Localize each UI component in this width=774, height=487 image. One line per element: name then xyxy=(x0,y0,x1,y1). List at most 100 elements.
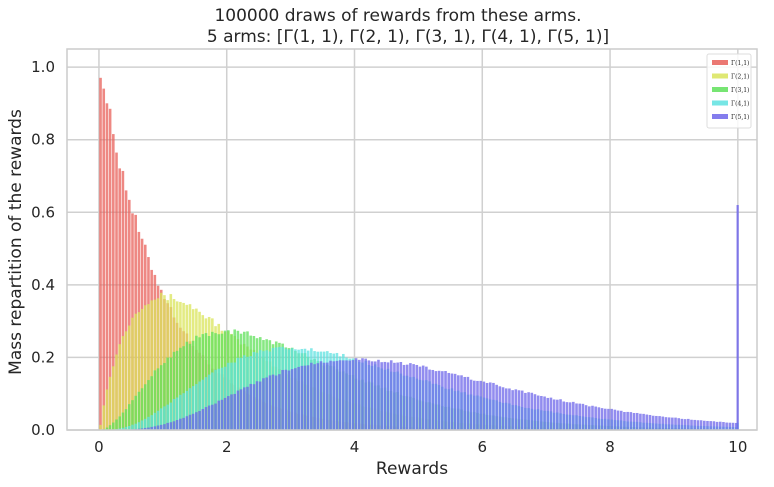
bar xyxy=(651,415,655,430)
bar xyxy=(217,400,221,430)
bar xyxy=(134,395,137,430)
bar xyxy=(159,408,163,430)
bar xyxy=(632,412,636,430)
bar xyxy=(594,406,597,430)
bar xyxy=(386,362,390,430)
bar xyxy=(156,410,160,430)
bar xyxy=(220,399,224,430)
bar xyxy=(112,366,115,430)
bar xyxy=(230,394,233,430)
bar xyxy=(204,407,208,430)
bar xyxy=(626,411,629,430)
bar xyxy=(335,360,339,430)
legend-box xyxy=(706,53,752,129)
bar xyxy=(450,373,454,430)
bar xyxy=(568,402,572,430)
bar xyxy=(102,88,106,431)
chart-title: 100000 draws of rewards from these arms. xyxy=(214,6,581,26)
bar xyxy=(108,425,112,430)
y-tick-label: 0.4 xyxy=(31,276,55,294)
bar xyxy=(255,381,259,430)
bar xyxy=(504,388,508,430)
bar xyxy=(153,299,157,430)
bar xyxy=(287,370,291,430)
bar xyxy=(396,362,399,430)
legend-swatch xyxy=(712,60,728,65)
plot-frame-layer xyxy=(66,48,758,431)
bar xyxy=(616,410,620,430)
bar xyxy=(722,422,725,430)
bar xyxy=(431,369,435,430)
bar xyxy=(236,390,240,430)
bar xyxy=(409,363,412,430)
bar xyxy=(709,421,712,430)
bar xyxy=(143,384,147,430)
bar xyxy=(664,417,668,430)
bar xyxy=(706,420,709,430)
bar xyxy=(533,394,537,430)
bar xyxy=(156,368,160,430)
y-axis-label: Mass repartition of the rewards xyxy=(6,109,26,375)
bar xyxy=(677,418,681,430)
bar xyxy=(437,370,441,430)
bar xyxy=(166,404,169,430)
bar xyxy=(150,415,153,430)
bar xyxy=(188,414,192,430)
bar xyxy=(163,362,166,430)
bar xyxy=(661,416,665,430)
bar xyxy=(166,422,169,430)
bar xyxy=(102,405,106,430)
bar xyxy=(281,369,284,430)
bar xyxy=(127,325,131,430)
bar xyxy=(179,347,182,430)
bar xyxy=(179,394,182,430)
bar xyxy=(683,419,687,430)
bar xyxy=(191,386,195,430)
bar xyxy=(642,413,645,430)
bar xyxy=(476,380,479,430)
bar xyxy=(556,399,559,430)
bar xyxy=(530,392,534,430)
bar xyxy=(124,331,128,430)
bar xyxy=(552,399,556,430)
x-tick-label: 2 xyxy=(222,438,232,456)
bar xyxy=(587,406,591,430)
bar xyxy=(131,400,134,430)
bar xyxy=(163,295,166,430)
bar xyxy=(163,424,166,430)
bar xyxy=(147,304,150,430)
bar xyxy=(105,103,109,430)
bar xyxy=(127,199,131,430)
legend-swatch xyxy=(712,87,728,92)
bar xyxy=(485,382,489,430)
x-tick-label: 10 xyxy=(728,438,747,456)
bar xyxy=(655,415,658,430)
bar xyxy=(565,402,569,430)
bar xyxy=(543,396,546,430)
bar xyxy=(405,364,409,430)
bar xyxy=(188,343,192,430)
bar xyxy=(540,395,543,430)
bar xyxy=(211,372,214,430)
bar xyxy=(517,390,521,430)
bar xyxy=(680,418,684,430)
bar xyxy=(562,401,566,430)
plot-area xyxy=(67,49,757,430)
bar xyxy=(479,380,482,430)
bar xyxy=(143,427,147,430)
x-tick-label: 8 xyxy=(605,438,615,456)
bar xyxy=(150,300,153,430)
bar xyxy=(195,412,198,430)
plot-area-layer xyxy=(67,49,757,430)
bar xyxy=(575,403,578,430)
bar xyxy=(536,395,540,430)
bar xyxy=(153,412,157,430)
bar xyxy=(274,375,278,430)
bar xyxy=(147,380,150,430)
bar xyxy=(204,377,208,430)
bar xyxy=(313,364,316,430)
bar xyxy=(271,374,275,430)
bar xyxy=(175,350,179,430)
bar xyxy=(108,108,112,430)
